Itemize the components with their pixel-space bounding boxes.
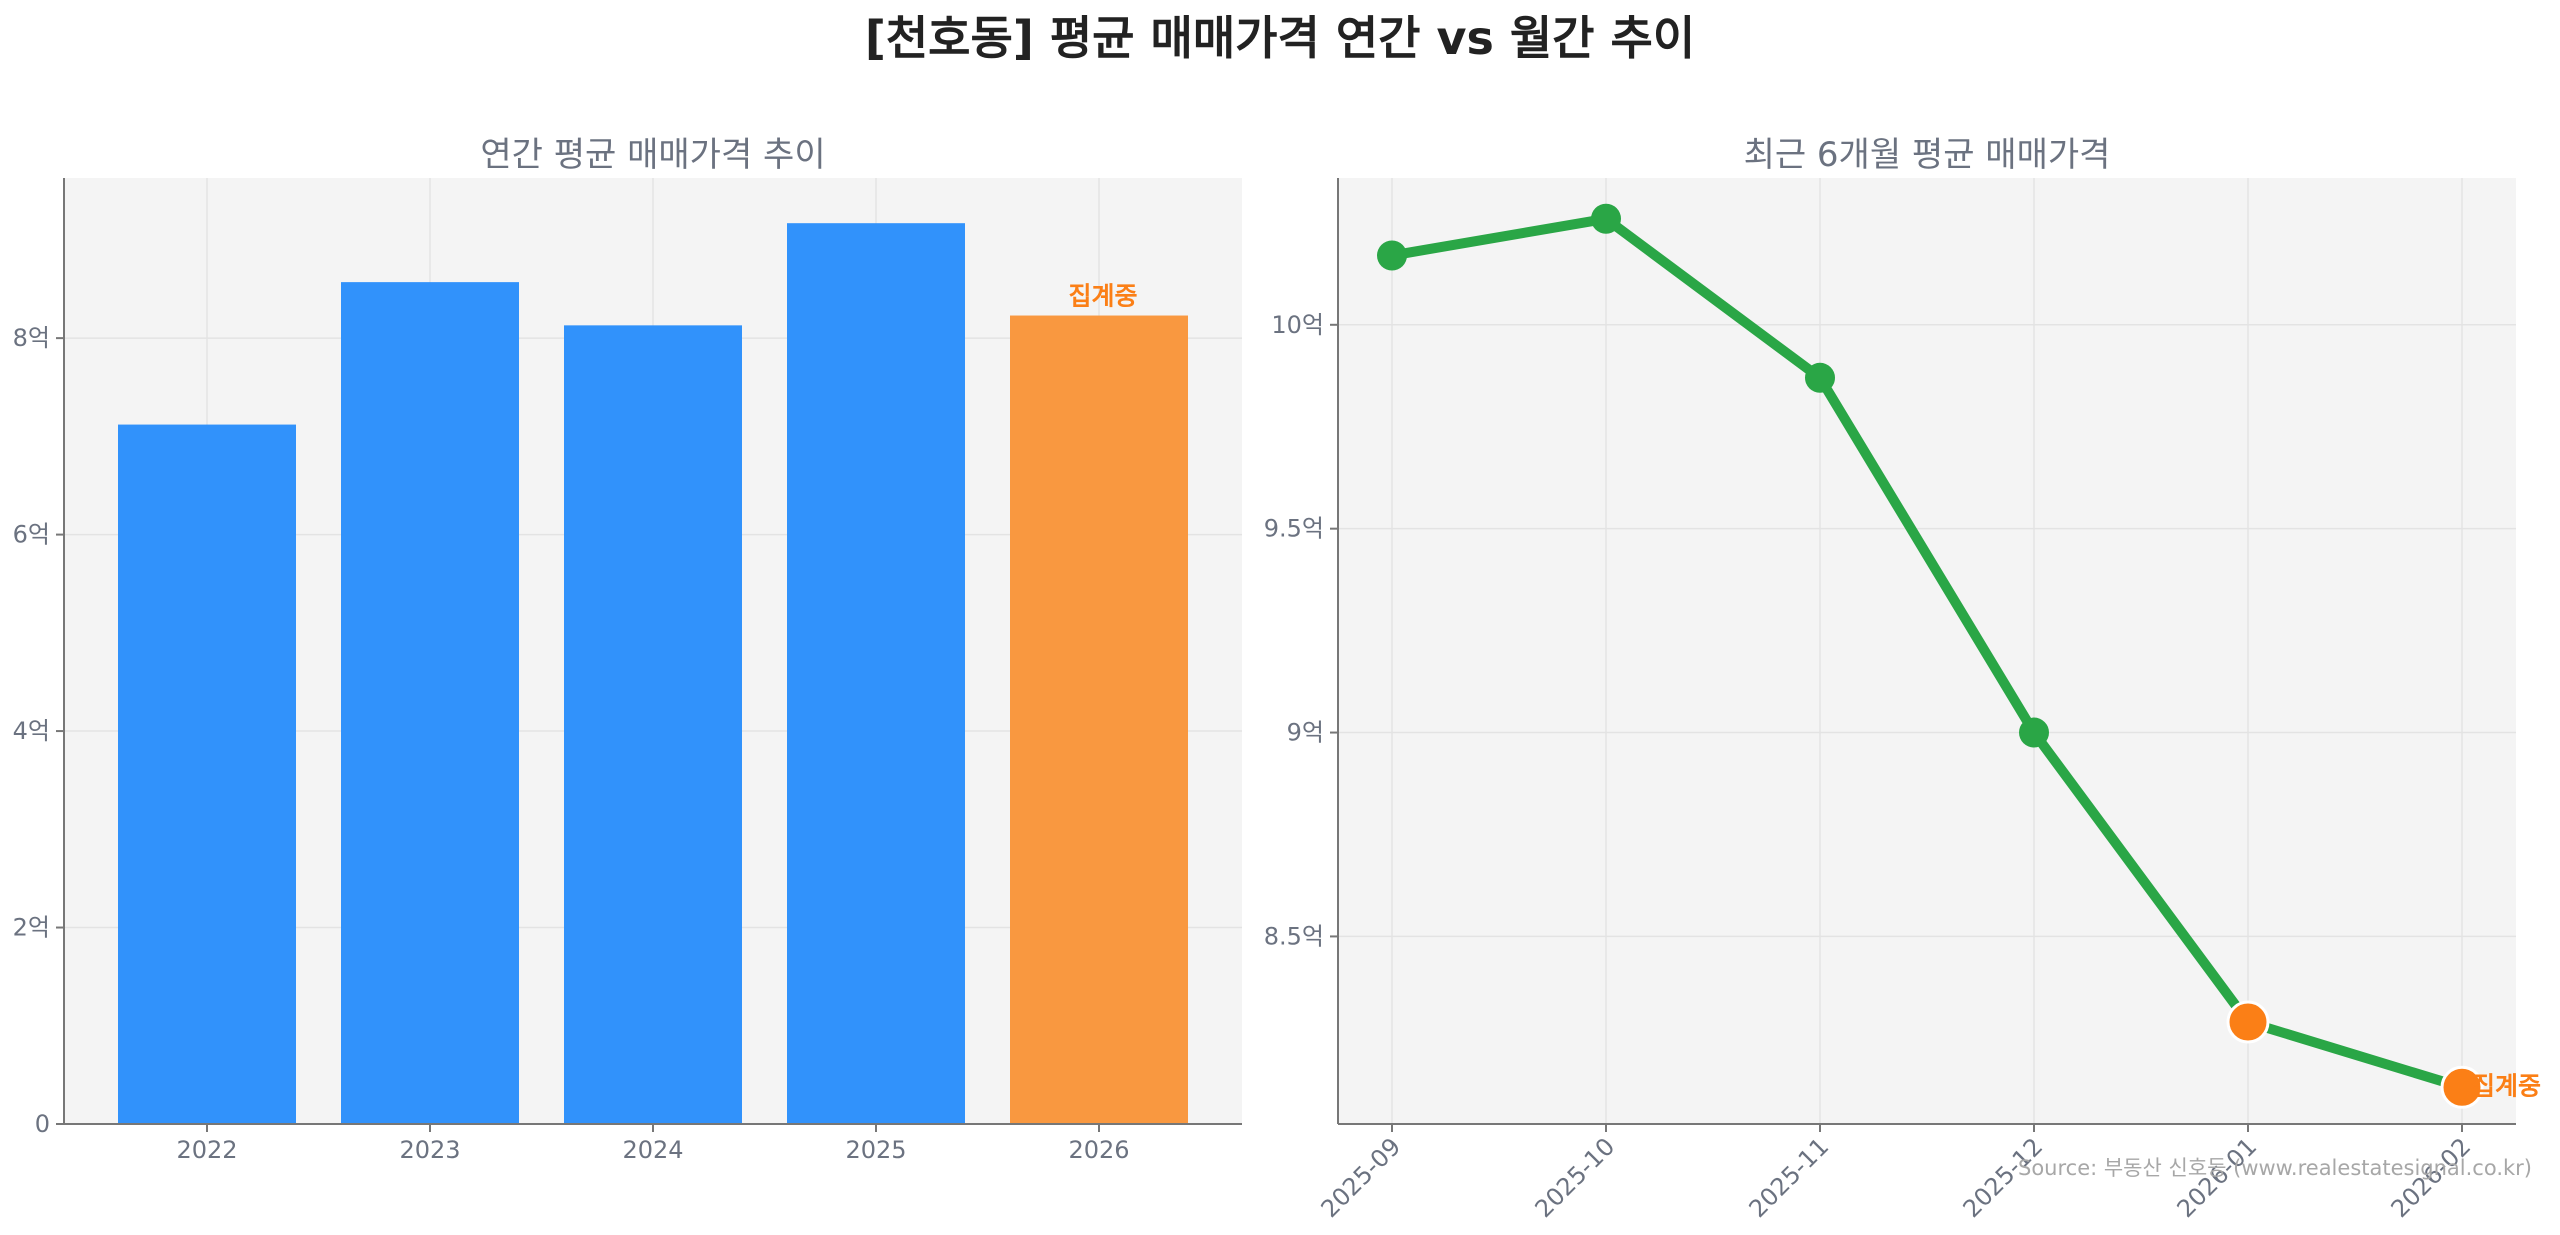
line-chart-title: 최근 6개월 평균 매매가격 [1744, 135, 2111, 175]
bar-x-tick-label: 2023 [399, 1136, 460, 1164]
annual-bar-chart: 집계중 0 2억 4억 6억 8억 2022 2023 2024 2025 2026 연간 평균 … [13, 135, 1242, 1164]
bar-y-tick-label: 8억 [13, 324, 50, 352]
line-point-2026-01 [2226, 1000, 2270, 1044]
line-y-tick-label: 9억 [1287, 719, 1324, 747]
line-y-tick-label: 10억 [1271, 311, 1324, 339]
main-title: [천호동] 평균 매매가격 연간 vs 월간 추이 [864, 11, 1696, 65]
bar-annotation: 집계중 [1068, 282, 1137, 311]
bar-x-tick-label: 2026 [1068, 1136, 1129, 1164]
line-y-tick-label: 9.5억 [1264, 515, 1324, 543]
line-x-tick-label: 2025-10 [1530, 1132, 1621, 1223]
bar-y-tick-label: 4억 [13, 717, 50, 745]
bar-2023 [341, 282, 519, 1124]
bar-2024 [564, 325, 742, 1124]
bar-y-tick-label: 6억 [13, 521, 50, 549]
bar-chart-title: 연간 평균 매매가격 추이 [480, 135, 825, 175]
bar-2025 [787, 223, 965, 1124]
line-plot-area [1338, 178, 2516, 1124]
line-y-tick-label: 8.5억 [1264, 922, 1324, 950]
line-point-2025-09 [1377, 240, 1407, 271]
line-point-2025-12 [2019, 717, 2049, 748]
bar-x-tick-label: 2025 [845, 1136, 906, 1164]
line-point-2025-10 [1591, 203, 1621, 234]
bar-y-tick-label: 2억 [13, 914, 50, 942]
bar-2022 [118, 424, 296, 1124]
source-credit: Source: 부동산 신호등 (www.realestatesignal.co… [2018, 1156, 2532, 1180]
bar-2026 [1010, 315, 1188, 1124]
bar-x-tick-label: 2024 [622, 1136, 683, 1164]
line-point-2026-02 [2440, 1065, 2484, 1109]
line-annotation: 집계중 [2472, 1071, 2541, 1100]
line-x-tick-label: 2025-11 [1744, 1132, 1835, 1223]
line-x-tick-label: 2025-09 [1316, 1132, 1407, 1223]
line-series [1387, 213, 2467, 1093]
bar-y-tick-label: 0 [35, 1110, 50, 1138]
bar-x-tick-label: 2022 [176, 1136, 237, 1164]
line-point-2025-11 [1805, 362, 1835, 393]
